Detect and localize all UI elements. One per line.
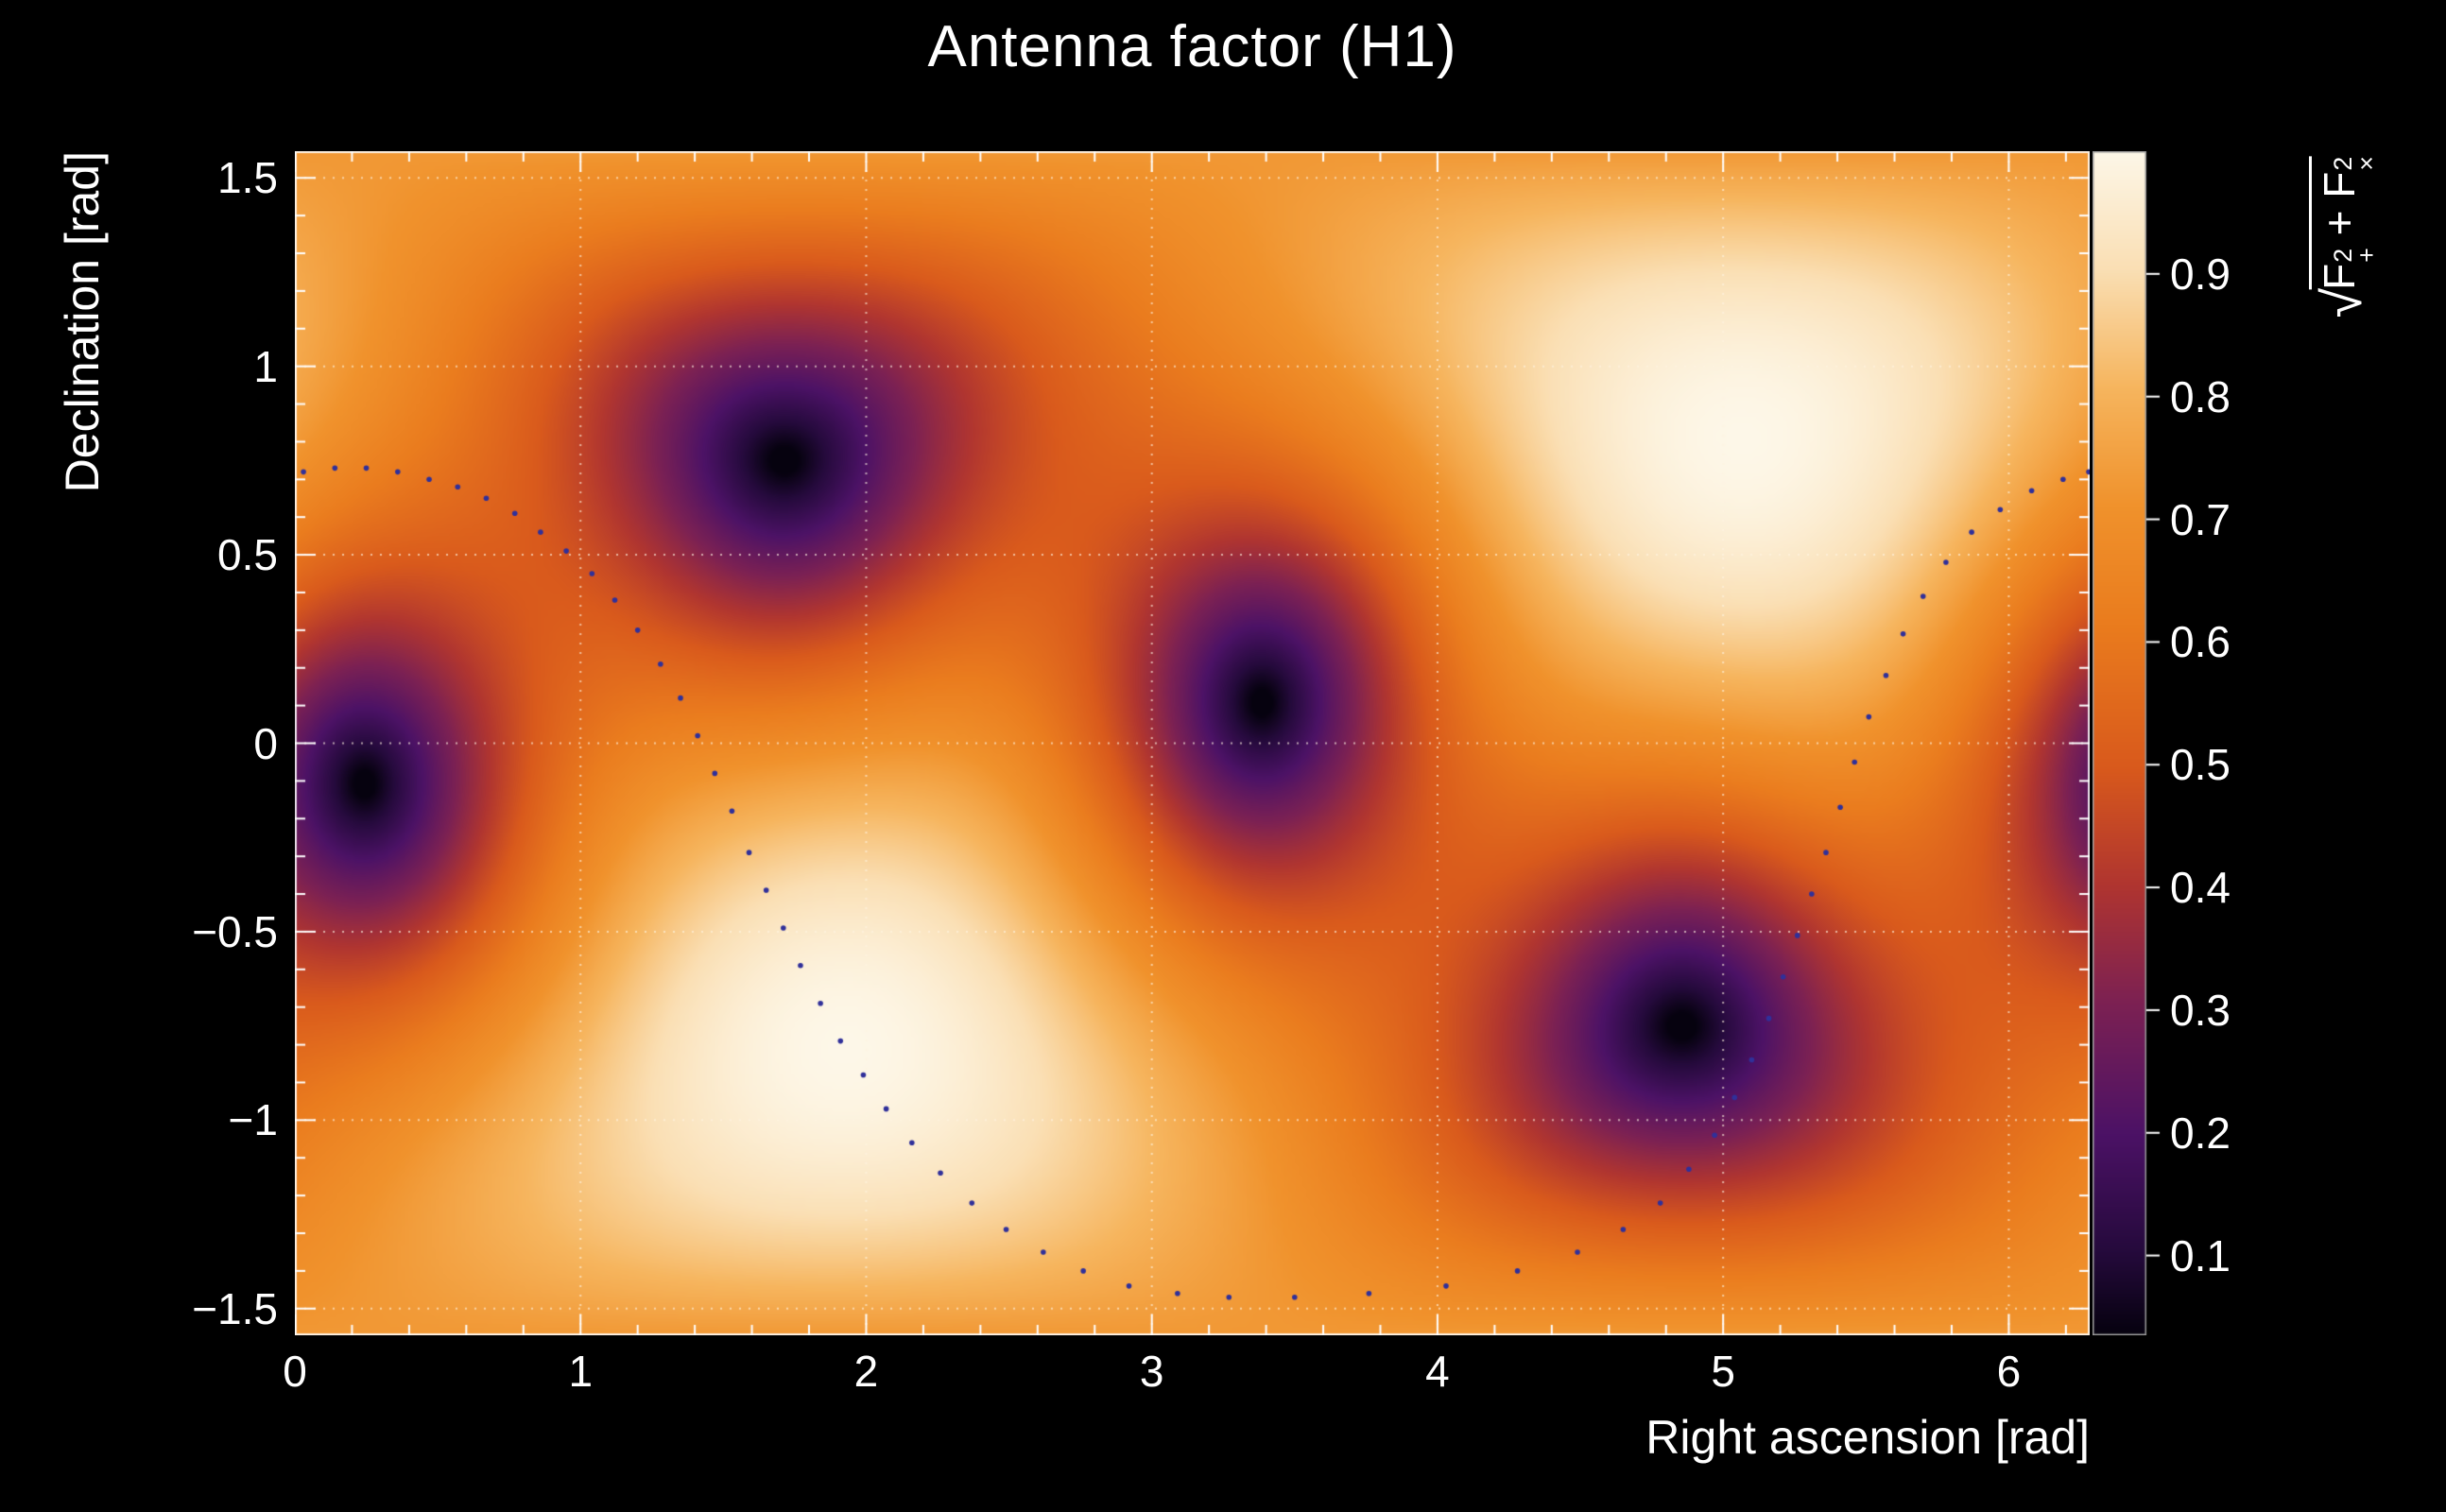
fcross-symbol: F <box>2315 171 2365 198</box>
colorbar-tick-label: 0.9 <box>2170 249 2231 299</box>
colorbar-canvas <box>2093 151 2162 1335</box>
y-tick-label: 1 <box>253 341 278 391</box>
fplus-symbol: F <box>2315 263 2365 290</box>
x-tick-label: 4 <box>1425 1347 1450 1396</box>
y-tick-label: −0.5 <box>192 906 278 956</box>
colorbar-tick-label: 0.1 <box>2170 1230 2231 1280</box>
fcross-subscript: × <box>2352 156 2382 171</box>
x-tick-label: 0 <box>283 1347 307 1396</box>
y-tick-label: 0 <box>253 718 278 768</box>
colorbar-tick-label: 0.8 <box>2170 371 2231 421</box>
fplus-supsub: 2 + <box>2329 248 2382 263</box>
colorbar-tick-label: 0.2 <box>2170 1108 2231 1158</box>
colorbar-tick-label: 0.3 <box>2170 985 2231 1035</box>
colorbar-tick-label: 0.4 <box>2170 863 2231 913</box>
colorbar-tick-label: 0.5 <box>2170 740 2231 790</box>
colorbar-title: √F 2 + + F 2 × <box>2309 156 2381 318</box>
fcross-supsub: 2 × <box>2329 156 2382 171</box>
radicand: F 2 + + F 2 × <box>2309 156 2381 290</box>
chart-title: Antenna factor (H1) <box>927 14 1457 79</box>
x-tick-label: 6 <box>1996 1347 2022 1396</box>
x-tick-label: 3 <box>1139 1347 1164 1396</box>
y-tick-label: −1.5 <box>192 1283 278 1333</box>
x-tick-label: 2 <box>853 1347 879 1396</box>
radical-sign-icon: √ <box>2313 287 2373 318</box>
colorbar-tick-label: 0.7 <box>2170 494 2231 544</box>
x-tick-label: 5 <box>1711 1347 1735 1396</box>
colorbar-tick-label: 0.6 <box>2170 617 2231 667</box>
y-tick-label: −1 <box>228 1095 278 1145</box>
y-tick-label: 0.5 <box>217 530 278 580</box>
x-axis-title: Right ascension [rad] <box>1645 1411 2090 1464</box>
y-tick-label: 1.5 <box>217 153 278 203</box>
x-tick-label: 1 <box>568 1347 594 1396</box>
heatmap-canvas <box>295 151 2090 1335</box>
plus-sign: + <box>2315 198 2365 249</box>
fplus-subscript: + <box>2352 248 2382 263</box>
